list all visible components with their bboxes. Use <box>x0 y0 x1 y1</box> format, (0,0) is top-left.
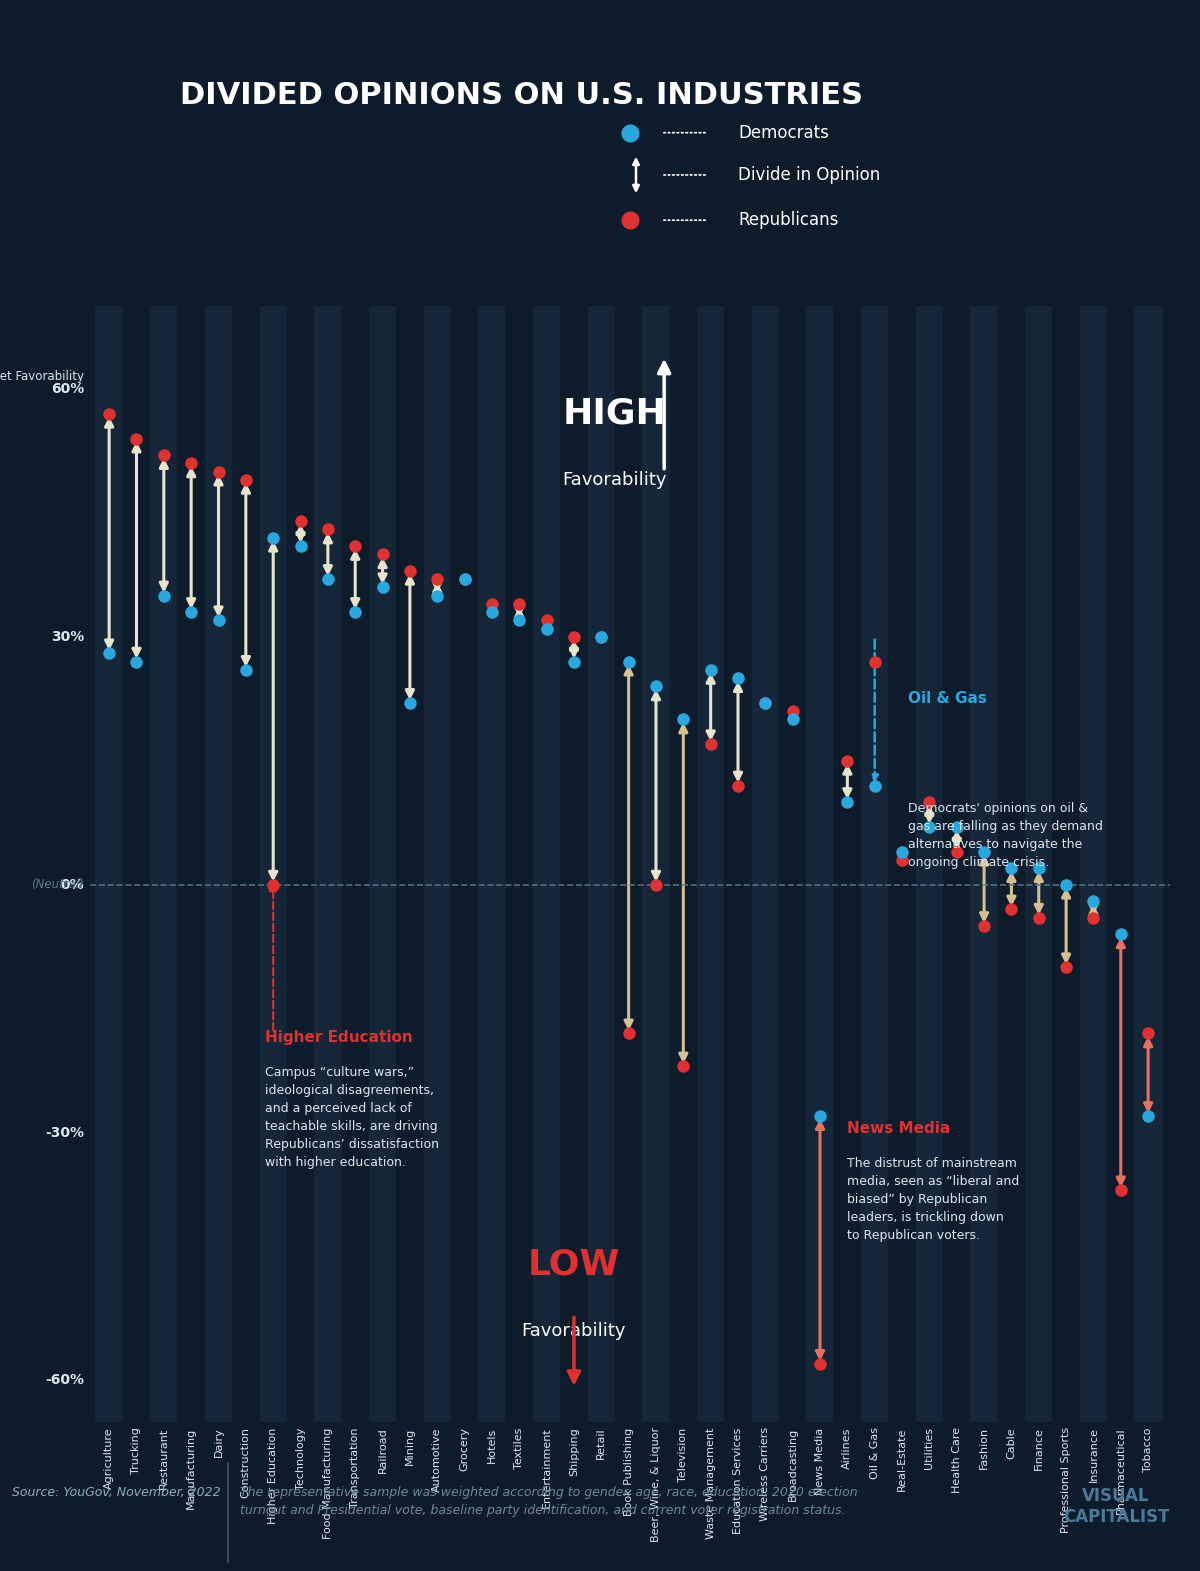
Text: 0%: 0% <box>60 878 84 892</box>
Bar <box>888 306 916 1422</box>
Bar <box>1052 306 1080 1422</box>
Text: Oil & Gas: Oil & Gas <box>907 691 986 705</box>
Bar <box>178 306 205 1422</box>
Bar <box>150 306 178 1422</box>
Bar <box>533 306 560 1422</box>
Bar <box>1134 306 1162 1422</box>
Text: Divide in Opinion: Divide in Opinion <box>738 167 881 184</box>
Bar <box>916 306 943 1422</box>
Bar <box>751 306 779 1422</box>
Text: The distrust of mainstream
media, seen as “liberal and
biased” by Republican
lea: The distrust of mainstream media, seen a… <box>847 1158 1020 1243</box>
Bar <box>396 306 424 1422</box>
Bar <box>725 306 751 1422</box>
Bar <box>588 306 614 1422</box>
Bar <box>943 306 971 1422</box>
Text: Higher Education: Higher Education <box>265 1029 413 1045</box>
Text: Republicans: Republicans <box>738 211 839 229</box>
Bar <box>122 306 150 1422</box>
Bar <box>1025 306 1052 1422</box>
Bar <box>1080 306 1108 1422</box>
Text: 30%: 30% <box>50 630 84 644</box>
Bar <box>451 306 479 1422</box>
Bar <box>779 306 806 1422</box>
Text: DIVIDED OPINIONS ON U.S. INDUSTRIES: DIVIDED OPINIONS ON U.S. INDUSTRIES <box>180 82 863 110</box>
Text: Source: YouGov, November, 2022: Source: YouGov, November, 2022 <box>12 1486 221 1499</box>
Text: LOW: LOW <box>528 1247 620 1282</box>
Bar <box>479 306 505 1422</box>
Bar <box>342 306 368 1422</box>
Bar <box>670 306 697 1422</box>
Bar <box>368 306 396 1422</box>
Bar <box>997 306 1025 1422</box>
Bar <box>505 306 533 1422</box>
Text: 60%: 60% <box>50 382 84 396</box>
Bar <box>314 306 342 1422</box>
Text: Democrats: Democrats <box>738 124 829 141</box>
Bar <box>806 306 834 1422</box>
Text: News Media: News Media <box>847 1120 950 1136</box>
Text: The representative sample was weighted according to gender, age, race, education: The representative sample was weighted a… <box>240 1486 858 1518</box>
Text: Favorability: Favorability <box>563 471 667 489</box>
Text: -30%: -30% <box>44 1125 84 1139</box>
Bar <box>424 306 451 1422</box>
Bar <box>287 306 314 1422</box>
Text: Favorability: Favorability <box>522 1321 626 1340</box>
Text: HIGH: HIGH <box>563 397 667 430</box>
Bar <box>205 306 232 1422</box>
Text: (Neutral): (Neutral) <box>31 878 84 891</box>
Bar <box>96 306 122 1422</box>
Bar <box>259 306 287 1422</box>
Bar <box>862 306 888 1422</box>
Text: Campus “culture wars,”
ideological disagreements,
and a perceived lack of
teacha: Campus “culture wars,” ideological disag… <box>265 1067 439 1169</box>
Bar <box>560 306 588 1422</box>
Text: Net Favorability: Net Favorability <box>0 369 84 383</box>
Bar <box>1108 306 1134 1422</box>
Bar <box>834 306 862 1422</box>
Text: -60%: -60% <box>44 1373 84 1387</box>
Bar <box>642 306 670 1422</box>
Bar <box>614 306 642 1422</box>
Bar <box>971 306 997 1422</box>
Bar <box>232 306 259 1422</box>
Bar <box>697 306 725 1422</box>
Text: Democrats' opinions on oil &
gas are falling as they demand
alternatives to navi: Democrats' opinions on oil & gas are fal… <box>907 803 1103 869</box>
Text: VISUAL
CAPITALIST: VISUAL CAPITALIST <box>1063 1486 1169 1525</box>
